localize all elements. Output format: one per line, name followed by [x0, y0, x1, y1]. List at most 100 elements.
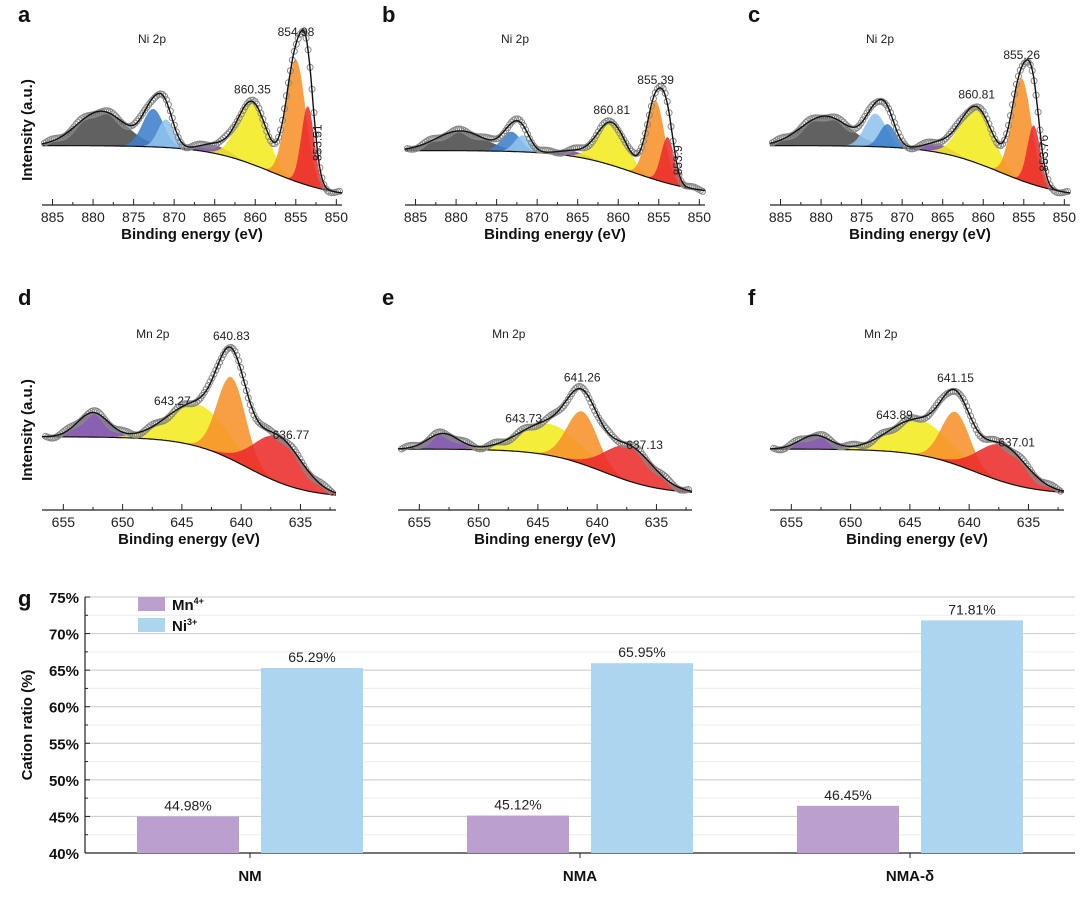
bar-value-label: 71.81% [948, 601, 995, 617]
data-point [103, 418, 111, 426]
panel-letter: a [18, 2, 31, 27]
data-point [570, 387, 578, 395]
fitted-peak-gray [42, 111, 342, 193]
x-axis-label: Binding energy (eV) [121, 226, 263, 243]
data-point [657, 83, 665, 90]
fitted-peak-red [770, 444, 1064, 493]
x-tick-label: 850 [1053, 209, 1077, 225]
data-point [159, 90, 166, 98]
fitted-peak-gray [405, 130, 705, 191]
data-point [214, 362, 222, 370]
data-point [216, 138, 223, 146]
data-point [955, 117, 963, 125]
x-tick-label: 655 [408, 514, 432, 530]
data-point [115, 116, 123, 124]
data-point [600, 422, 608, 430]
data-point [294, 451, 302, 459]
x-tick-label: 875 [485, 209, 509, 225]
data-point [426, 434, 434, 442]
legend-name: Ni [172, 618, 187, 635]
data-point [800, 121, 808, 129]
envelope-line [769, 59, 1071, 194]
data-point [296, 455, 304, 463]
panel-a: a Ni 2p 860.35 854.98 853.51 885 880 875 870 865 8… [18, 2, 348, 243]
data-point [869, 437, 877, 444]
bar-mn [797, 805, 899, 853]
data-point [606, 429, 614, 437]
x-tick-label: 640 [585, 514, 609, 530]
data-point [1001, 136, 1009, 144]
peak-label: 643.27 [154, 394, 191, 408]
data-point [510, 432, 518, 440]
data-point [113, 114, 121, 122]
spectrum-title: Mn 2p [136, 327, 170, 341]
fitted-peak-orange [398, 411, 692, 493]
background-line [770, 448, 1064, 493]
data-point [223, 130, 231, 138]
envelope-line [770, 388, 1065, 492]
data-point [638, 143, 646, 151]
data-point [212, 366, 220, 374]
data-point [972, 426, 980, 434]
data-point [665, 477, 673, 485]
legend-label: Mn4+ [172, 596, 204, 614]
x-tick-label: 635 [645, 514, 669, 530]
x-tick-label: 880 [81, 209, 105, 225]
data-point [961, 111, 969, 119]
spectrum-title: Ni 2p [866, 32, 894, 46]
bar-value-label: 46.45% [824, 787, 871, 803]
data-point [170, 121, 178, 129]
legend-swatch [138, 618, 165, 632]
data-point [520, 122, 527, 130]
data-point [233, 117, 241, 125]
peak-label: 855.39 [637, 73, 674, 87]
x-tick-label: 855 [284, 209, 308, 225]
panel-e: e Mn 2p 643.73 641.26 637.13 655 650 645 640 635 B… [382, 285, 693, 548]
x-tick-label: 880 [809, 209, 833, 225]
data-point [991, 135, 999, 143]
x-tick-label: 885 [769, 209, 793, 225]
bar-ni [591, 663, 693, 853]
bar-value-label: 65.29% [288, 649, 335, 665]
x-tick-label: 640 [229, 514, 253, 530]
x-tick-label: 885 [41, 209, 65, 225]
y-axis-label: Cation ratio (%) [19, 670, 36, 781]
envelope-line [404, 87, 706, 192]
x-tick-label: 645 [170, 514, 194, 530]
data-point [149, 96, 157, 104]
data-point [861, 112, 869, 120]
data-point [131, 119, 139, 127]
y-axis-label: Intensity (a.u.) [19, 379, 36, 481]
spectrum-title: Ni 2p [138, 32, 166, 46]
x-tick-label: 860 [244, 209, 268, 225]
panel-b: b Ni 2p 860.81 855.39 853.9 885 880 875 870 865 86… [382, 2, 711, 243]
data-point [524, 130, 531, 138]
data-point [957, 115, 965, 123]
data-point [975, 103, 983, 111]
data-point [518, 118, 526, 126]
data-point [286, 441, 294, 449]
x-tick-label: 870 [162, 209, 186, 225]
x-tick-label: 650 [467, 514, 491, 530]
x-tick-label: 865 [203, 209, 227, 225]
data-point [970, 422, 978, 430]
data-point [243, 100, 251, 108]
fitted-peak-gray [770, 116, 1070, 193]
data-point [881, 99, 889, 107]
x-axis-label: Binding energy (eV) [849, 226, 991, 243]
data-point [699, 187, 707, 195]
envelope-line [41, 29, 343, 194]
data-point [259, 115, 267, 123]
peak-label: 636.77 [273, 428, 310, 442]
data-point [531, 144, 539, 152]
data-point [841, 120, 849, 128]
data-point [959, 113, 967, 121]
data-point [594, 128, 602, 136]
data-point [498, 132, 506, 139]
data-point [168, 410, 176, 418]
data-point [827, 437, 835, 445]
x-tick-label: 655 [780, 514, 804, 530]
x-axis-label: Binding energy (eV) [118, 531, 260, 548]
data-point [798, 123, 806, 131]
